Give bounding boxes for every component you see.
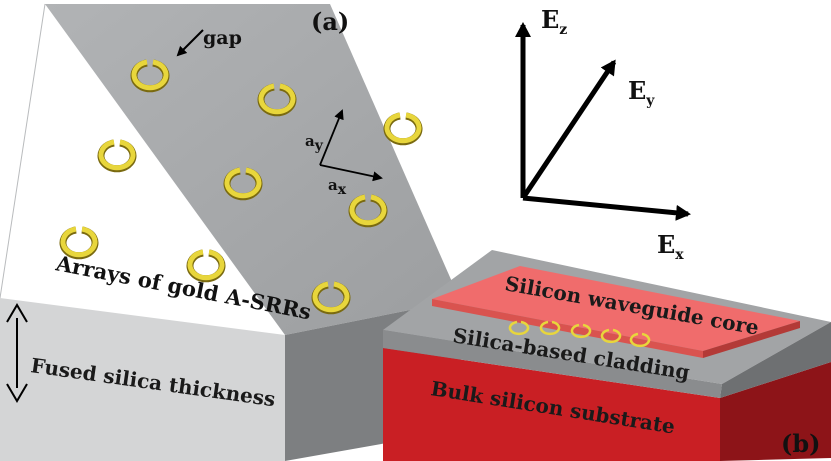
slab-front-face [0, 298, 285, 461]
lattice-arrow-ax [319, 164, 383, 182]
gold-ring-icon [629, 332, 651, 348]
lattice-ay-label: ay [305, 132, 324, 154]
cladding-front [383, 330, 722, 398]
gold-ring-icon [383, 112, 423, 146]
substrate-side [720, 362, 831, 461]
gold-ring-icon [508, 320, 530, 336]
gap-arrow [176, 29, 204, 57]
ez-label: Ez [541, 5, 567, 38]
gold-ring-icon [348, 194, 388, 228]
gold-ring-icon [539, 320, 561, 336]
lattice-ax-label: ax [328, 176, 347, 198]
lattice-arrow-ay [319, 109, 344, 166]
gold-ring-icon [130, 59, 170, 93]
field-axes [515, 22, 691, 221]
substrate-front [383, 348, 720, 461]
axis-arrow-icon [522, 195, 691, 221]
waveguide-stack [383, 250, 831, 461]
cladding-side [720, 322, 831, 398]
gold-ring-icon [223, 167, 263, 201]
gold-ring-icon [311, 281, 351, 315]
gold-ring-icon [59, 226, 99, 260]
double-arrow-icon [6, 303, 28, 403]
axis-arrow-icon [520, 59, 617, 200]
gap-label: gap [203, 27, 242, 49]
gold-ring-icon [186, 249, 226, 283]
gold-ring-array [59, 59, 423, 315]
ex-label: Ex [657, 230, 684, 263]
core-top [432, 266, 800, 351]
gold-ring-icon [97, 139, 137, 173]
gold-ring-icon [600, 328, 622, 344]
gold-ring-icon [570, 323, 592, 339]
panel-b-label: (b) [781, 429, 821, 458]
panel-a-label: (a) [311, 7, 349, 36]
core-ring-array [508, 320, 651, 348]
ey-label: Ey [628, 76, 655, 109]
core-side [703, 321, 800, 358]
gold-ring-icon [257, 83, 297, 117]
core-front [432, 299, 703, 358]
